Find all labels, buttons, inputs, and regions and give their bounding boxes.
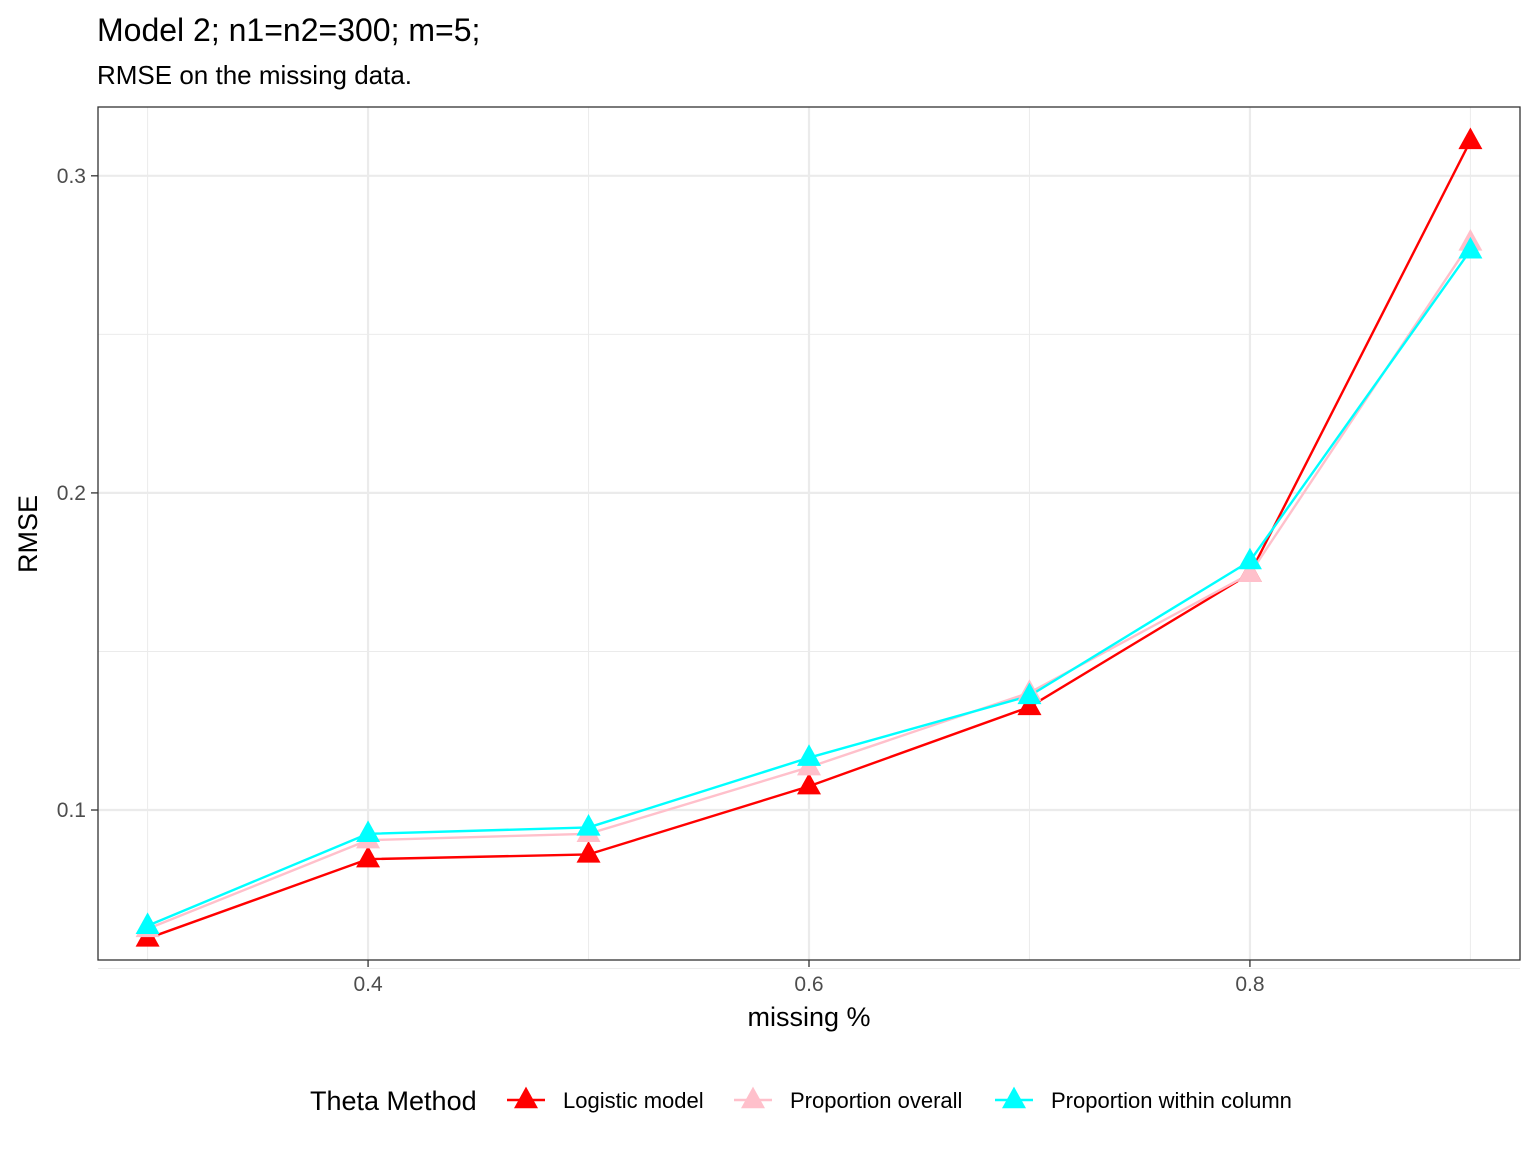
series-markers-2: [135, 236, 1483, 934]
data-point-marker: [1237, 547, 1262, 570]
data-point-marker: [576, 841, 601, 863]
y-tick-label: 0.3: [57, 165, 86, 188]
data-point-marker: [135, 912, 160, 934]
data-point-marker: [1458, 127, 1483, 150]
legend-items: Logistic model Proportion overall Proporti…: [507, 1086, 1292, 1113]
data-point-marker: [797, 772, 821, 795]
series-layer: [135, 127, 1483, 947]
data-point-marker: [356, 845, 381, 868]
data-point-marker: [356, 820, 381, 843]
chart-subtitle: RMSE on the missing data.: [97, 60, 412, 90]
x-tick-label: 0.8: [1235, 973, 1264, 996]
plot-panel: [97, 106, 1521, 970]
data-point-marker: [1017, 682, 1042, 705]
major-gridlines: [98, 107, 1520, 960]
data-point-marker: [1017, 693, 1042, 716]
data-point-marker: [1458, 236, 1483, 259]
legend: Theta Method Logistic model Proportion ov…: [310, 1086, 1292, 1116]
legend-label: Proportion overall: [790, 1088, 962, 1113]
chart-title: Model 2; n1=n2=300; m=5;: [97, 12, 480, 48]
x-axis: 0.4 0.6 0.8: [353, 960, 1265, 996]
data-point-marker: [576, 814, 601, 836]
y-axis-title: RMSE: [13, 495, 43, 573]
x-tick-label: 0.6: [794, 973, 823, 996]
data-point-marker: [1237, 560, 1262, 582]
y-tick-label: 0.1: [57, 799, 86, 822]
y-axis: 0.1 0.2 0.3: [57, 165, 98, 822]
y-tick-label: 0.2: [57, 482, 86, 505]
legend-item-2: Proportion within column: [995, 1086, 1292, 1113]
legend-item-0: Logistic model: [507, 1086, 704, 1113]
legend-label: Proportion within column: [1051, 1088, 1292, 1113]
legend-key-marker: [741, 1086, 765, 1109]
legend-key-marker: [1002, 1086, 1026, 1109]
legend-label: Logistic model: [563, 1088, 704, 1113]
x-axis-title: missing %: [747, 1002, 870, 1032]
legend-item-1: Proportion overall: [734, 1086, 962, 1113]
legend-key-marker: [514, 1086, 538, 1109]
data-point-marker: [797, 744, 821, 766]
legend-title: Theta Method: [310, 1086, 477, 1116]
x-tick-label: 0.4: [353, 973, 383, 996]
